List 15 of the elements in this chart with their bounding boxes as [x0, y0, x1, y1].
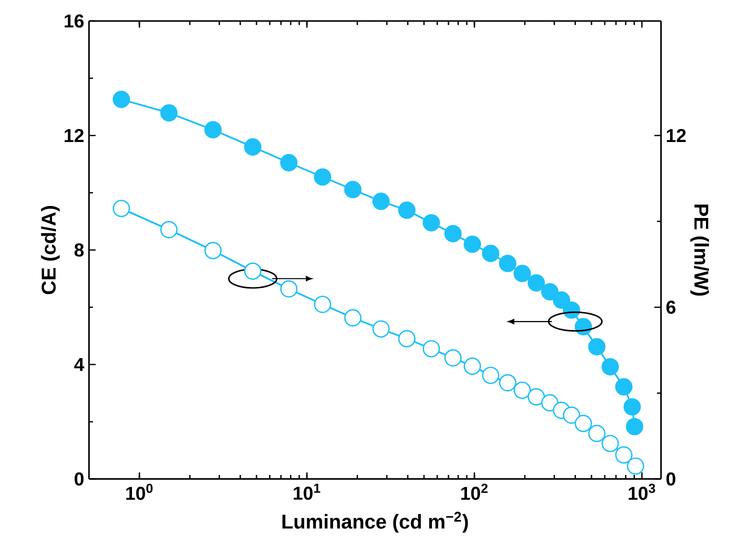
y-tick-label: 16: [64, 14, 84, 28]
y2-tick-label: 0: [666, 472, 676, 486]
x-tick-label: 10$^{3}$: [628, 484, 656, 500]
y2-axis-title: PE (lm/W): [690, 204, 709, 296]
y2-tick-label: 12: [666, 128, 686, 142]
x-tick-label: 10$^{0}$: [126, 484, 153, 500]
x-tick-label: 10$^{2}$: [461, 484, 488, 500]
x-tick-label: 10$^{1}$: [294, 484, 320, 500]
y-tick-label: 4: [74, 358, 84, 371]
x-axis-title: Luminance (cd m$^{−2}$): [282, 512, 468, 533]
y-tick-label: 0: [74, 472, 84, 486]
y-axis-title: CE (cd/A): [41, 206, 60, 294]
y2-tick-label: 6: [666, 300, 676, 314]
y-tick-label: 8: [74, 243, 84, 257]
y-tick-label: 12: [64, 128, 84, 142]
